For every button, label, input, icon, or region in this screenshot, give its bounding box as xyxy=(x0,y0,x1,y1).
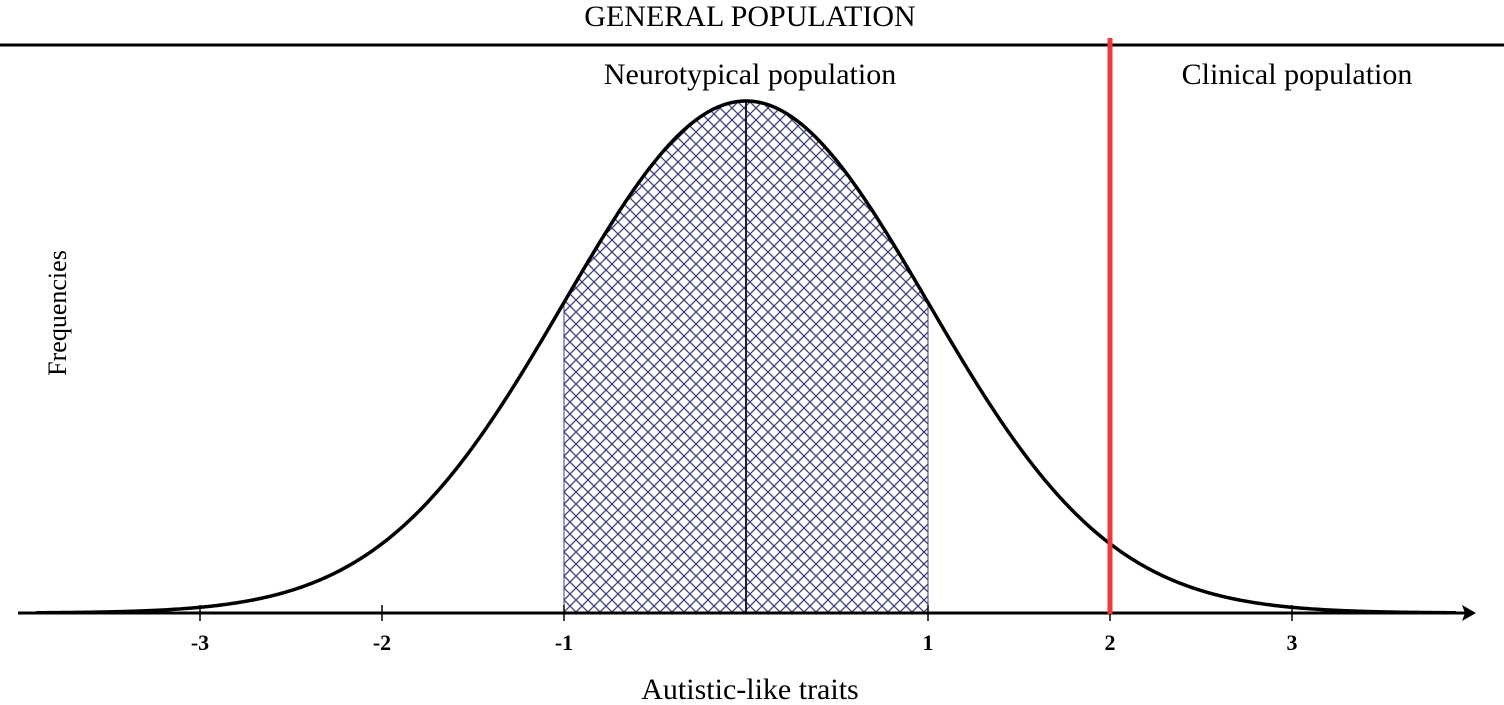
chart-title: GENERAL POPULATION xyxy=(584,0,915,33)
distribution-curve xyxy=(36,99,1456,615)
region-label-clinical: Clinical population xyxy=(1182,58,1413,91)
region-label-neurotypical: Neurotypical population xyxy=(604,58,896,91)
x-tick-label: 3 xyxy=(1287,630,1298,655)
x-tick-label: 1 xyxy=(923,630,934,655)
x-tick-label: -2 xyxy=(373,630,391,655)
x-tick-label: -1 xyxy=(555,630,573,655)
x-axis-label: Autistic-like traits xyxy=(641,673,858,705)
x-tick-label: -3 xyxy=(191,630,209,655)
x-axis-arrow-icon xyxy=(1462,605,1476,621)
y-axis-label: Frequencies xyxy=(43,250,72,376)
plot-area: -3 -2 -1 1 2 3 xyxy=(18,38,1476,655)
x-tick-label: 2 xyxy=(1105,630,1116,655)
